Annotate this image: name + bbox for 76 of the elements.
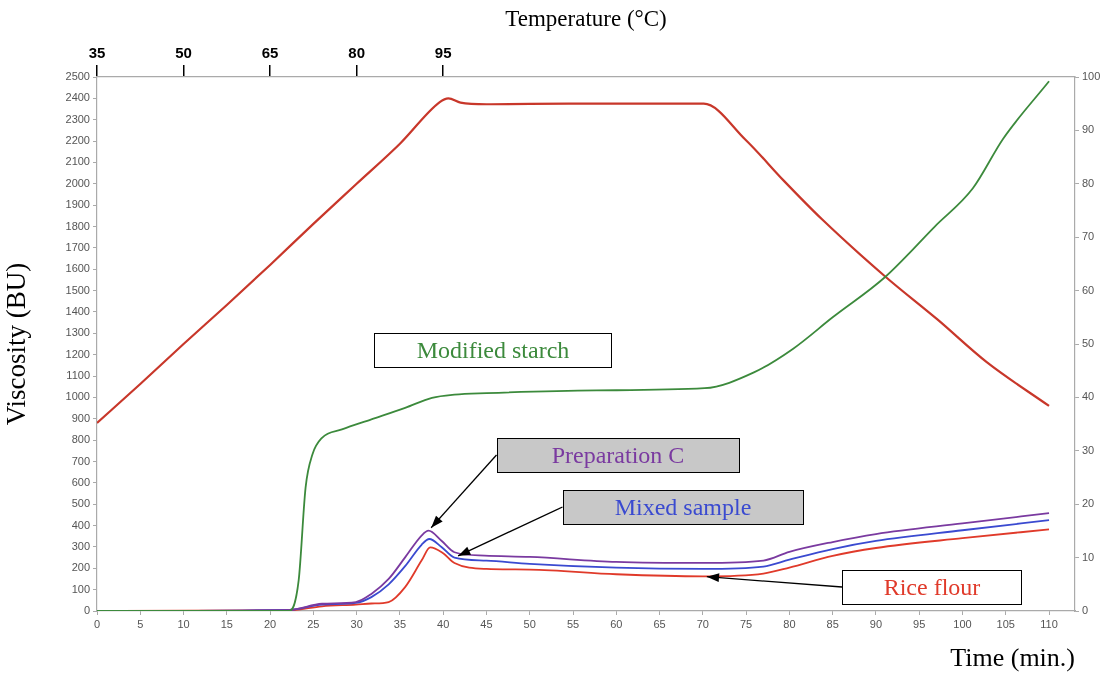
y-tick-label: 1000 [65,390,90,403]
y2-tick-label: 70 [1082,230,1095,243]
x-tick-label: 75 [739,617,753,630]
x-tick-label: 110 [1040,617,1058,630]
x-tick-label: 105 [996,617,1015,630]
y-tick-label: 400 [71,518,90,531]
x-tick-label: 10 [177,617,190,630]
x-tick-label: 90 [869,617,883,630]
x2-tick-label: 80 [348,44,365,62]
x2-tick-label: 35 [88,44,106,62]
y-tick-label: 700 [71,454,90,467]
y-tick-label: 200 [71,561,90,574]
y-axis-title: Viscosity (BU) [1,262,32,426]
y-tick-label: 1600 [65,262,90,275]
label-box: Preparation C [496,437,740,473]
y2-tick-label: 50 [1082,337,1095,350]
x-tick-label: 60 [610,617,623,630]
y-tick-label: 1900 [65,198,90,211]
x-tick-label: 70 [696,617,709,630]
x2-tick-label: 95 [434,44,452,62]
y-tick-label: 2500 [65,70,90,83]
x-tick-label: 15 [220,617,233,630]
y-tick-label: 500 [71,497,90,510]
y2-tick-label: 20 [1082,497,1095,510]
y2-tick-label: 90 [1082,123,1095,136]
label-box: Mixed sample [562,489,804,525]
series-label: Rice flour [883,573,981,601]
x-tick-label: 5 [137,617,144,630]
y-tick-label: 900 [71,411,90,424]
x-tick-label: 30 [350,617,363,630]
y-tick-label: 800 [71,433,90,446]
x-tick-label: 80 [783,617,796,630]
x-tick-label: 0 [93,617,101,630]
x-tick-label: 85 [826,617,839,630]
x-tick-label: 55 [566,617,580,630]
y2-tick-label: 40 [1082,390,1095,403]
x-tick-label: 65 [653,617,666,630]
x2-axis-title: Temperature (°C) [505,5,667,31]
y-tick-label: 0 [83,604,90,617]
label-box: Modified starch [374,332,612,368]
x-tick-label: 25 [307,617,320,630]
y-tick-label: 1400 [65,304,90,317]
y2-tick-label: 100 [1082,70,1101,83]
y2-tick-label: 30 [1082,443,1095,456]
y-tick-label: 2200 [65,134,90,147]
x-tick-label: 35 [393,617,407,630]
y-tick-label: 1100 [66,369,90,382]
y-tick-label: 300 [71,539,90,552]
x2-tick-label: 50 [175,44,192,62]
x-axis-title: Time (min.) [950,643,1075,673]
y-tick-label: 2100 [65,155,90,168]
y-tick-label: 2300 [65,112,90,125]
x-tick-label: 40 [437,617,450,630]
x-tick-label: 20 [263,617,277,630]
y-tick-label: 600 [71,475,90,488]
series-label: Modified starch [416,336,570,364]
line-series [97,80,1050,611]
line-series [97,97,1051,425]
x2-tick-label: 65 [261,44,279,62]
y-tick-label: 2400 [65,91,90,104]
y-tick-label: 1500 [65,283,90,296]
y2-tick-label: 80 [1082,176,1095,189]
y-tick-label: 1200 [65,347,90,360]
label-box: Rice flour [842,569,1022,605]
y2-tick-label: 60 [1082,283,1095,296]
y-tick-label: 100 [71,582,90,595]
y2-tick-label: 0 [1082,604,1089,617]
x-tick-label: 50 [523,617,536,630]
y-tick-label: 1800 [65,219,90,232]
y-tick-label: 2000 [65,176,90,189]
x-tick-label: 100 [953,617,972,630]
y-tick-label: 1700 [65,240,90,253]
x-tick-label: 95 [913,617,926,630]
y-tick-label: 1300 [65,326,90,339]
x-tick-label: 45 [480,617,493,630]
y2-tick-label: 10 [1082,550,1095,563]
